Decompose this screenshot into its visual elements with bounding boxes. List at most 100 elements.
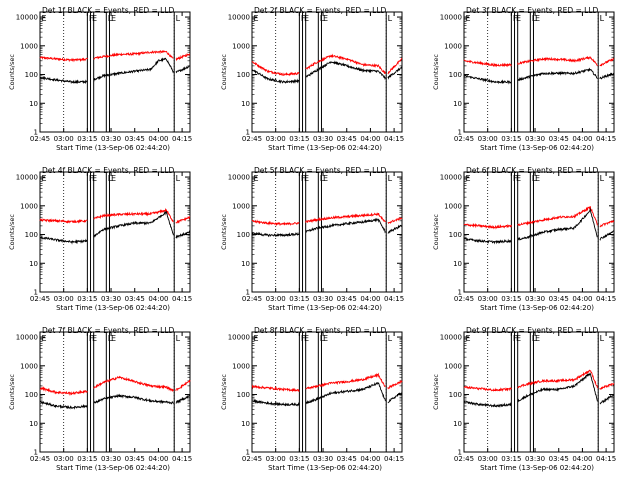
marker-flag-label: L <box>108 334 113 343</box>
x-tick-label: 04:00 <box>572 295 592 303</box>
marker-flag-label: E <box>41 174 46 183</box>
lld-series-line <box>251 212 403 227</box>
plot-frame <box>39 331 191 453</box>
marker-flag-label: E <box>253 334 258 343</box>
y-tick-label: 10000 <box>16 14 38 22</box>
events-series-line <box>463 67 615 85</box>
x-axis-label: Start Time (13-Sep-06 02:44:20) <box>56 304 170 312</box>
x-tick-label: 02:45 <box>454 295 474 303</box>
marker-flag-label: F <box>301 174 306 183</box>
x-tick-label: 03:30 <box>313 455 333 463</box>
y-tick-label: 1 <box>34 129 38 137</box>
lld-series-line <box>463 55 615 68</box>
y-axis-label: Counts/sec <box>8 214 16 250</box>
marker-flag-label: L <box>176 334 181 343</box>
y-tick-label: 100 <box>237 71 250 79</box>
x-axis-label: Start Time (13-Sep-06 02:44:20) <box>480 304 594 312</box>
marker-flag-label: E <box>304 174 309 183</box>
marker-flag-label: L <box>532 174 537 183</box>
panel-det-9: Det 9f BLACK = Events, RED = LLD 1 10 100 10… <box>432 326 616 472</box>
marker-flag-label: E <box>41 334 46 343</box>
marker-flag-label: L <box>600 334 605 343</box>
events-series-line <box>39 57 191 85</box>
y-tick-label: 1000 <box>20 202 38 210</box>
x-tick-label: 03:00 <box>266 295 286 303</box>
x-tick-label: 03:00 <box>54 455 74 463</box>
y-axis-label: Counts/sec <box>432 54 440 90</box>
marker-flag-label: E <box>111 174 116 183</box>
events-series-line <box>39 210 191 245</box>
y-tick-label: 10000 <box>228 174 250 182</box>
x-tick-label: 03:15 <box>501 135 521 143</box>
marker-flag-label: E <box>535 174 540 183</box>
y-tick-label: 100 <box>449 391 462 399</box>
panel-det-5: Det 5f BLACK = Events, RED = LLD 1 10 100 10… <box>220 166 404 312</box>
x-tick-label: 04:00 <box>572 135 592 143</box>
x-tick-label: 02:45 <box>30 295 50 303</box>
marker-flag-label: L <box>388 334 393 343</box>
y-tick-label: 1000 <box>444 42 462 50</box>
x-tick-label: 03:15 <box>77 135 97 143</box>
marker-flag-label: L <box>176 174 181 183</box>
y-tick-label: 10 <box>29 100 38 108</box>
x-axis-label: Start Time (13-Sep-06 02:44:20) <box>268 464 382 472</box>
x-tick-label: 04:00 <box>572 455 592 463</box>
plot-frame <box>251 11 403 133</box>
events-series-line <box>463 372 615 408</box>
panel-det-7: Det 7f BLACK = Events, RED = LLD 1 10 100 10… <box>8 326 192 472</box>
x-tick-label: 03:45 <box>125 455 145 463</box>
x-tick-label: 02:45 <box>242 135 262 143</box>
plot-frame <box>39 171 191 293</box>
x-tick-label: 03:15 <box>501 455 521 463</box>
panel-title: Det 2f BLACK = Events, RED = LLD <box>254 6 387 15</box>
x-tick-label: 03:45 <box>125 135 145 143</box>
y-tick-label: 10 <box>29 260 38 268</box>
x-tick-label: 03:30 <box>525 295 545 303</box>
x-tick-label: 03:30 <box>101 295 121 303</box>
panel-title: Det 6f BLACK = Events, RED = LLD <box>466 166 599 175</box>
x-tick-label: 03:30 <box>313 135 333 143</box>
y-tick-label: 10000 <box>16 334 38 342</box>
x-tick-label: 02:45 <box>30 135 50 143</box>
x-tick-label: 03:15 <box>77 295 97 303</box>
x-axis-label: Start Time (13-Sep-06 02:44:20) <box>56 144 170 152</box>
panel-title: Det 8f BLACK = Events, RED = LLD <box>254 326 387 335</box>
events-series-line <box>251 217 403 238</box>
y-tick-label: 1 <box>458 289 462 297</box>
marker-flag-label: F <box>89 174 94 183</box>
marker-flag-label: E <box>92 334 97 343</box>
x-tick-label: 03:45 <box>337 295 357 303</box>
y-tick-label: 1 <box>34 449 38 457</box>
panel-det-3: Det 3f BLACK = Events, RED = LLD 1 10 100 10… <box>432 6 616 152</box>
y-tick-label: 100 <box>237 391 250 399</box>
x-tick-label: 04:00 <box>148 455 168 463</box>
y-tick-label: 1 <box>458 129 462 137</box>
y-axis-label: Counts/sec <box>432 214 440 250</box>
y-tick-label: 10000 <box>228 14 250 22</box>
x-tick-label: 04:15 <box>596 455 616 463</box>
x-tick-label: 03:15 <box>77 455 97 463</box>
y-tick-label: 1 <box>246 129 250 137</box>
panel-det-6: Det 6f BLACK = Events, RED = LLD 1 10 100 10… <box>432 166 616 312</box>
marker-flag-label: E <box>92 14 97 23</box>
x-tick-label: 04:15 <box>596 295 616 303</box>
y-tick-label: 10 <box>453 420 462 428</box>
lld-series-line <box>251 372 403 393</box>
marker-flag-label: E <box>304 334 309 343</box>
x-tick-label: 04:00 <box>148 295 168 303</box>
x-tick-label: 03:15 <box>501 295 521 303</box>
y-tick-label: 10 <box>241 420 250 428</box>
y-tick-label: 10 <box>29 420 38 428</box>
x-tick-label: 03:45 <box>125 295 145 303</box>
panel-title: Det 5f BLACK = Events, RED = LLD <box>254 166 387 175</box>
events-series-line <box>39 393 191 410</box>
lld-series-line <box>39 207 191 224</box>
x-tick-label: 03:45 <box>549 135 569 143</box>
marker-flag-label: E <box>516 334 521 343</box>
y-tick-label: 1000 <box>20 42 38 50</box>
marker-flag-label: F <box>513 174 518 183</box>
panel-title: Det 3f BLACK = Events, RED = LLD <box>466 6 599 15</box>
y-axis-label: Counts/sec <box>220 54 228 90</box>
y-axis-label: Counts/sec <box>8 54 16 90</box>
